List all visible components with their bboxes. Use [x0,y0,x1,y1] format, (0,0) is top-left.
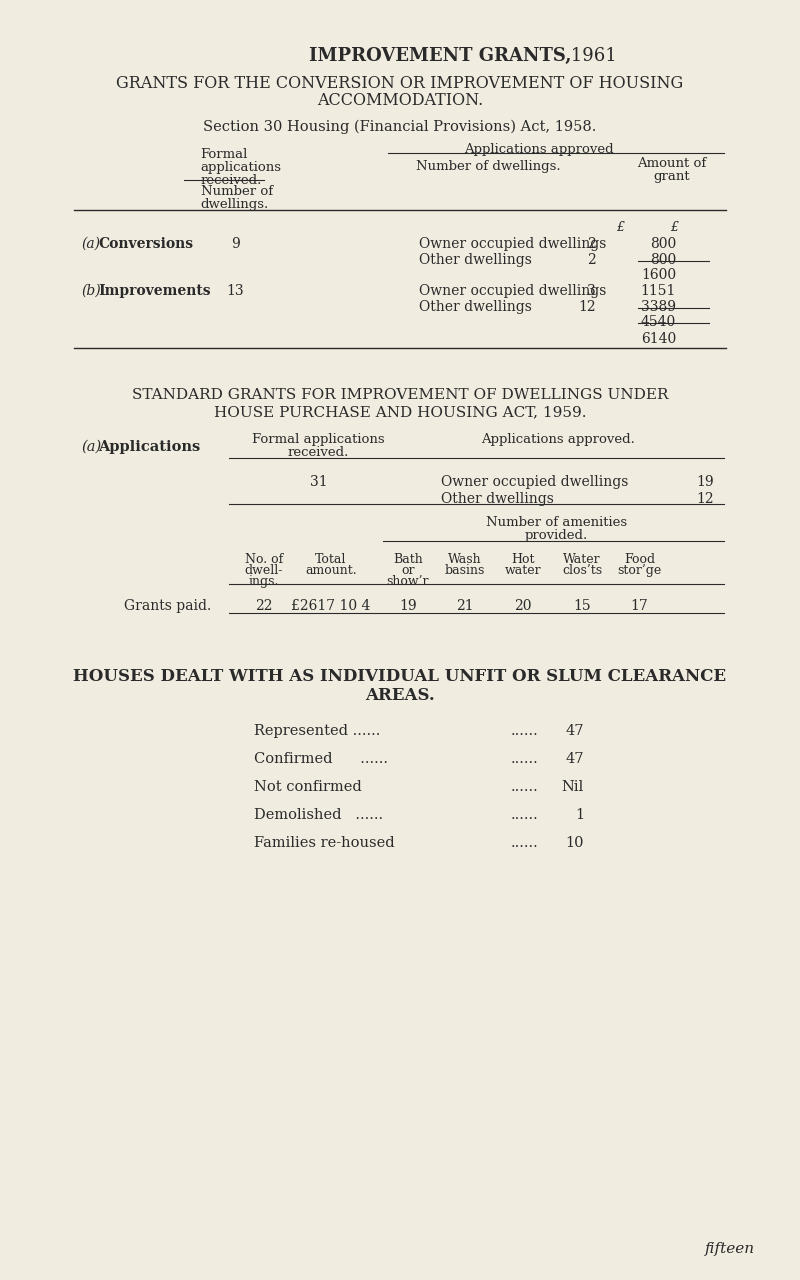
Text: 1961: 1961 [565,47,617,65]
Text: Applications: Applications [98,440,200,454]
Text: ings.: ings. [249,575,279,588]
Text: 800: 800 [650,237,676,251]
Text: Conversions: Conversions [98,237,193,251]
Text: amount.: amount. [305,564,357,577]
Text: 20: 20 [514,599,531,613]
Text: 19: 19 [697,475,714,489]
Text: Number of: Number of [201,186,273,198]
Text: ACCOMMODATION.: ACCOMMODATION. [317,92,483,109]
Text: 1: 1 [575,808,584,822]
Text: Demolished   ......: Demolished ...... [254,808,383,822]
Text: grant: grant [653,170,690,183]
Text: Owner occupied dwellings: Owner occupied dwellings [419,284,606,298]
Text: IMPROVEMENT GRANTS,: IMPROVEMENT GRANTS, [309,47,571,65]
Text: dwell-: dwell- [245,564,283,577]
Text: 1151: 1151 [641,284,676,298]
Text: ......: ...... [510,836,538,850]
Text: ......: ...... [510,780,538,794]
Text: ......: ...... [510,724,538,739]
Text: No. of: No. of [245,553,283,566]
Text: Water: Water [563,553,601,566]
Text: Grants paid.: Grants paid. [124,599,211,613]
Text: (b): (b) [82,284,102,298]
Text: (a): (a) [82,237,101,251]
Text: fifteen: fifteen [705,1242,755,1256]
Text: Confirmed      ......: Confirmed ...... [254,753,388,765]
Text: 31: 31 [310,475,327,489]
Text: ......: ...... [510,753,538,765]
Text: Formal: Formal [201,148,248,161]
Text: Owner occupied dwellings: Owner occupied dwellings [442,475,629,489]
Text: HOUSES DEALT WITH AS INDIVIDUAL UNFIT OR SLUM CLEARANCE: HOUSES DEALT WITH AS INDIVIDUAL UNFIT OR… [74,668,726,685]
Text: applications: applications [201,161,282,174]
Text: Number of dwellings.: Number of dwellings. [416,160,561,173]
Text: Other dwellings: Other dwellings [419,300,532,314]
Text: Families re-housed: Families re-housed [254,836,395,850]
Text: Wash: Wash [448,553,482,566]
Text: basins: basins [445,564,486,577]
Text: 3: 3 [587,284,595,298]
Text: Not confirmed: Not confirmed [254,780,362,794]
Text: 13: 13 [226,284,244,298]
Text: water: water [504,564,541,577]
Text: Number of amenities: Number of amenities [486,516,627,529]
Text: £: £ [617,221,625,234]
Text: received.: received. [288,445,350,460]
Text: £: £ [670,221,678,234]
Text: 47: 47 [566,724,584,739]
Text: Hot: Hot [511,553,534,566]
Text: 10: 10 [566,836,584,850]
Text: 15: 15 [574,599,591,613]
Text: 6140: 6140 [641,332,676,346]
Text: Represented ......: Represented ...... [254,724,381,739]
Text: 9: 9 [230,237,239,251]
Text: or: or [401,564,414,577]
Text: 4540: 4540 [641,315,676,329]
Text: 12: 12 [697,492,714,506]
Text: clos’ts: clos’ts [562,564,602,577]
Text: received.: received. [201,174,262,187]
Text: Applications approved.: Applications approved. [482,433,635,445]
Text: provided.: provided. [525,529,588,541]
Text: HOUSE PURCHASE AND HOUSING ACT, 1959.: HOUSE PURCHASE AND HOUSING ACT, 1959. [214,404,586,419]
Text: Food: Food [624,553,655,566]
Text: 800: 800 [650,253,676,268]
Text: Section 30 Housing (Financial Provisions) Act, 1958.: Section 30 Housing (Financial Provisions… [203,120,597,134]
Text: stor’ge: stor’ge [618,564,662,577]
Text: Applications approved: Applications approved [464,143,614,156]
Text: Amount of: Amount of [637,157,706,170]
Text: AREAS.: AREAS. [365,687,435,704]
Text: 21: 21 [456,599,474,613]
Text: 19: 19 [399,599,417,613]
Text: Other dwellings: Other dwellings [419,253,532,268]
Text: dwellings.: dwellings. [201,198,269,211]
Text: 1600: 1600 [641,268,676,282]
Text: Other dwellings: Other dwellings [442,492,554,506]
Text: GRANTS FOR THE CONVERSION OR IMPROVEMENT OF HOUSING: GRANTS FOR THE CONVERSION OR IMPROVEMENT… [116,76,684,92]
Text: Nil: Nil [562,780,584,794]
Text: £2617 10 4: £2617 10 4 [291,599,370,613]
Text: Owner occupied dwellings: Owner occupied dwellings [419,237,606,251]
Text: Total: Total [315,553,346,566]
Text: 12: 12 [578,300,595,314]
Text: 2: 2 [587,253,595,268]
Text: (a): (a) [82,440,102,454]
Text: STANDARD GRANTS FOR IMPROVEMENT OF DWELLINGS UNDER: STANDARD GRANTS FOR IMPROVEMENT OF DWELL… [132,388,668,402]
Text: ......: ...... [510,808,538,822]
Text: Bath: Bath [393,553,422,566]
Text: 22: 22 [255,599,273,613]
Text: 2: 2 [587,237,595,251]
Text: show’r: show’r [386,575,429,588]
Text: 17: 17 [630,599,649,613]
Text: Formal applications: Formal applications [252,433,385,445]
Text: Improvements: Improvements [98,284,210,298]
Text: 47: 47 [566,753,584,765]
Text: 3389: 3389 [641,300,676,314]
